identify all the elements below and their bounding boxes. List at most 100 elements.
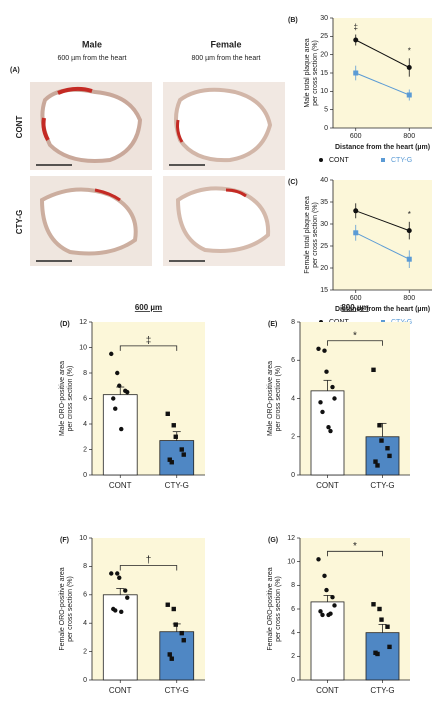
data-point: [330, 384, 335, 390]
bar: [310, 390, 345, 476]
plaque: [57, 86, 93, 95]
y-tick-label: 6: [83, 395, 87, 402]
column-subtitle: 600 µm from the heart: [57, 55, 126, 62]
point: [406, 65, 412, 70]
plot-background: [333, 180, 432, 290]
y-tick-label: 0: [291, 677, 295, 684]
significance-bracket: [327, 550, 383, 557]
y-tick-label: 4: [83, 620, 87, 627]
point: [406, 92, 412, 98]
y-tick-label: 6: [291, 606, 295, 613]
y-tick-label: 20: [320, 52, 328, 59]
vessel: [40, 87, 143, 163]
significance-label: *: [353, 541, 357, 552]
data-point: [173, 622, 178, 627]
y-tick-label: 4: [83, 421, 87, 428]
data-point: [173, 434, 178, 439]
data-point: [377, 423, 382, 428]
data-point: [111, 396, 116, 401]
x-tick-label: 600: [350, 295, 362, 302]
data-point: [117, 383, 122, 388]
y-tick-label: 15: [320, 287, 328, 294]
x-tick-label: CTY-G: [370, 481, 394, 490]
data-point: [377, 606, 382, 612]
y-tick-label: 6: [83, 592, 87, 599]
y-tick-label: 4: [291, 630, 295, 637]
y-tick-label: 6: [291, 357, 295, 364]
data-point: [320, 409, 325, 415]
point: [406, 228, 412, 234]
data-point: [169, 656, 174, 661]
bar: [365, 632, 400, 681]
panel-a: (A) Male 600 µm from the heart Female 80…: [10, 39, 285, 266]
y-axis-label: Male total plaque area: [304, 38, 311, 107]
point: [353, 230, 359, 236]
bar: [159, 440, 195, 476]
data-point: [181, 452, 186, 457]
y-tick-label: 10: [79, 344, 87, 351]
significance-label: ‡: [146, 336, 152, 347]
y-axis-label: per cross section (%): [67, 366, 74, 432]
y-tick-label: 10: [320, 88, 328, 95]
y-tick-label: 10: [287, 559, 295, 566]
data-point: [332, 603, 337, 608]
plaque: [94, 188, 121, 202]
bar: [102, 594, 138, 681]
point: [406, 256, 412, 262]
panel-label: (F): [60, 537, 69, 544]
legend-marker: [319, 158, 323, 162]
data-point: [385, 624, 390, 629]
data-point: [322, 348, 327, 353]
vessel: [39, 187, 138, 256]
y-tick-label: 30: [320, 221, 328, 228]
panel-label: (A): [10, 67, 20, 74]
y-tick-label: 20: [320, 265, 328, 272]
data-point: [113, 406, 118, 411]
x-tick-label: CONT: [316, 481, 339, 490]
y-tick-label: 2: [83, 446, 87, 453]
histology-image: [163, 176, 285, 266]
row-label: CONT: [15, 116, 24, 139]
data-point: [326, 424, 331, 430]
data-point: [316, 557, 321, 562]
plot-background: [333, 18, 432, 128]
legend-label: CONT: [329, 157, 350, 164]
y-tick-label: 12: [79, 319, 87, 326]
x-tick-label: CONT: [316, 686, 339, 695]
data-point: [330, 594, 335, 600]
data-point: [328, 428, 333, 434]
data-point: [332, 396, 337, 401]
panel-label: (B): [288, 17, 298, 24]
y-tick-label: 5: [324, 107, 328, 114]
bar: [102, 394, 138, 476]
data-point: [179, 630, 184, 636]
y-axis-label: Female ORO-positive area: [267, 567, 274, 650]
panel-label: (E): [268, 321, 277, 328]
bar: [159, 631, 195, 681]
data-point: [387, 453, 392, 459]
data-point: [371, 367, 376, 373]
significance-label: †: [146, 555, 152, 566]
data-point: [109, 571, 114, 576]
y-tick-label: 8: [83, 370, 87, 377]
y-tick-label: 2: [291, 434, 295, 441]
data-point: [171, 423, 176, 428]
y-tick-label: 40: [320, 177, 328, 184]
data-point: [179, 447, 184, 452]
annotation: *: [408, 46, 411, 55]
significance-label: *: [353, 330, 357, 341]
data-point: [371, 602, 376, 607]
chart-title: 800 µm: [341, 303, 368, 312]
y-tick-label: 10: [79, 535, 87, 542]
data-point: [169, 460, 174, 465]
plaque: [41, 117, 50, 142]
point: [353, 208, 359, 214]
plaque: [176, 119, 184, 143]
series-line: [355, 210, 410, 232]
data-point: [117, 575, 122, 580]
histology-image: [30, 176, 152, 266]
x-axis-label: Distance from the heart (µm): [335, 306, 430, 313]
y-tick-label: 30: [320, 15, 328, 22]
y-axis-label: per cross section (%): [312, 40, 319, 106]
data-point: [167, 457, 172, 462]
